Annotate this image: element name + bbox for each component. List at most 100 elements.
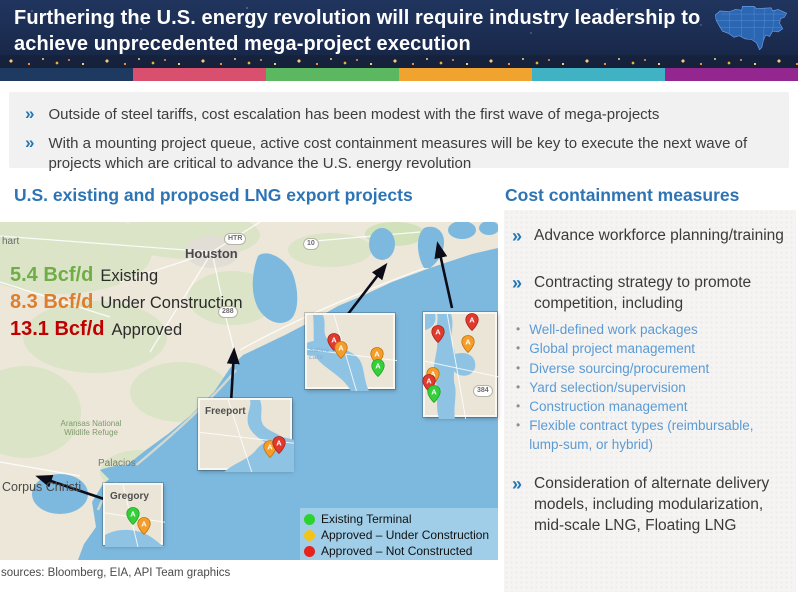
- stripe-segment-1: [133, 68, 266, 81]
- inset-city-label: Freeport: [205, 406, 246, 417]
- terminal-pin-orange: A: [461, 335, 475, 353]
- stat-row: 8.3 Bcf/d Under Construction: [10, 291, 243, 314]
- measure-sub-item: • Flexible contract types (reimbursable, …: [516, 416, 790, 454]
- map-roads: [0, 222, 431, 477]
- road-shield: 10: [303, 238, 319, 250]
- stat-value: 8.3 Bcf/d: [10, 291, 94, 313]
- measure-sub-text: Construction management: [529, 398, 688, 414]
- measure-sub-text: Diverse sourcing/procurement: [529, 360, 710, 376]
- key-point: » With a mounting project queue, active c…: [25, 132, 771, 174]
- slide-title: Furthering the U.S. energy revolution wi…: [14, 7, 701, 55]
- stripe-segment-0: [0, 68, 133, 81]
- city-lights-strip: [0, 55, 798, 68]
- chevron-bullet-icon: »: [25, 104, 35, 123]
- svg-text:A: A: [469, 316, 475, 325]
- svg-text:A: A: [375, 362, 381, 371]
- legend-dot: [304, 513, 315, 525]
- measures-column: » Advance workforce planning/training » Con…: [504, 210, 796, 592]
- svg-text:A: A: [141, 520, 147, 529]
- legend-row: Approved – Under Construction: [304, 527, 494, 543]
- stat-value: 5.4 Bcf/d: [10, 264, 94, 286]
- dot-bullet-icon: •: [516, 341, 521, 356]
- inset-gregory: Gregory A A: [103, 483, 165, 547]
- callout-arrow: [343, 262, 388, 319]
- terminal-pin-red: A: [431, 325, 445, 343]
- svg-text:A: A: [267, 443, 273, 452]
- svg-text:A: A: [331, 336, 337, 345]
- legend-label: Approved – Under Construction: [321, 528, 490, 542]
- key-point-text: Outside of steel tariffs, cost escalatio…: [48, 106, 660, 123]
- map-section-heading: U.S. existing and proposed LNG export pr…: [14, 185, 413, 205]
- dot-bullet-icon: •: [516, 398, 521, 413]
- measures-list: » Advance workforce planning/training » Con…: [512, 226, 790, 537]
- measure-sub-list: • Well-defined work packages • Global proje…: [516, 320, 790, 454]
- inset-calcasieu: 384 A A A A A A: [422, 312, 499, 419]
- stripe-segment-5: [665, 68, 798, 81]
- us-map-icon: [715, 6, 788, 51]
- dot-bullet-icon: •: [516, 418, 521, 433]
- terminal-pin-green: A: [126, 507, 140, 525]
- measure-bullet: » Contracting strategy to promote competi…: [512, 273, 790, 315]
- measure-bullet: » Advance workforce planning/training: [512, 226, 790, 247]
- callout-arrow: [226, 347, 240, 404]
- terminal-pin-red: A: [272, 436, 286, 454]
- chevron-bullet-icon: »: [512, 474, 523, 495]
- measure-sub-item: • Well-defined work packages: [516, 320, 790, 339]
- key-points-box: » Outside of steel tariffs, cost escalati…: [9, 92, 789, 172]
- stat-label: Under Construction: [100, 294, 243, 312]
- measure-sub-item: • Yard selection/supervision: [516, 378, 790, 397]
- terminal-pin-green: A: [427, 385, 441, 403]
- measure-sub-text: Flexible contract types (reimbursable, l…: [529, 418, 754, 453]
- measure-sub-text: Well-defined work packages: [529, 322, 698, 338]
- map-legend: Existing Terminal Approved – Under Constr…: [300, 508, 498, 560]
- chevron-bullet-icon: »: [512, 272, 523, 293]
- measure-sub-item: • Global project management: [516, 339, 790, 358]
- terminal-pin-orange: A: [137, 517, 151, 535]
- header-banner: Furthering the U.S. energy revolution wi…: [0, 0, 798, 68]
- callout-arrow: [35, 475, 105, 501]
- dot-bullet-icon: •: [516, 322, 521, 337]
- svg-text:A: A: [276, 439, 282, 448]
- measure-sub-text: Global project management: [529, 341, 696, 357]
- terminal-pin-red: A: [465, 313, 479, 331]
- legend-label: Approved – Not Constructed: [321, 544, 473, 558]
- measure-text: Consideration of alternate delivery mode…: [534, 475, 770, 534]
- svg-text:A: A: [426, 377, 432, 386]
- svg-text:A: A: [431, 388, 437, 397]
- measures-section-heading: Cost containment measures: [505, 185, 740, 205]
- inset-sabine: Sabine Lake A A A A: [305, 313, 397, 391]
- stripe-segment-2: [266, 68, 399, 81]
- source-note: sources: Bloomberg, EIA, API Team graphi…: [1, 567, 231, 579]
- key-point: » Outside of steel tariffs, cost escalati…: [25, 104, 771, 125]
- svg-text:A: A: [430, 370, 436, 379]
- stripe-segment-4: [532, 68, 665, 81]
- road-shield: HTR: [224, 233, 247, 245]
- stat-label: Existing: [100, 267, 159, 285]
- dot-bullet-icon: •: [516, 360, 521, 375]
- capacity-stats: 5.4 Bcf/d Existing 8.3 Bcf/d Under Construc…: [10, 264, 243, 345]
- svg-text:A: A: [374, 350, 380, 359]
- inset-water-label: Sabine Lake: [309, 347, 330, 361]
- stat-row: 5.4 Bcf/d Existing: [10, 264, 243, 287]
- measure-text: Advance workforce planning/training: [534, 227, 784, 244]
- measure-sub-item: • Construction management: [516, 397, 790, 416]
- measure-sub-item: • Diverse sourcing/procurement: [516, 359, 790, 378]
- dot-bullet-icon: •: [516, 379, 521, 394]
- legend-dot: [304, 545, 315, 557]
- stat-value: 13.1 Bcf/d: [10, 318, 105, 340]
- svg-text:A: A: [465, 338, 471, 347]
- terminal-pin-orange: A: [334, 341, 348, 359]
- measure-bullet: » Consideration of alternate delivery mod…: [512, 474, 790, 536]
- legend-label: Existing Terminal: [321, 512, 412, 526]
- chevron-bullet-icon: »: [25, 132, 35, 152]
- stat-row: 13.1 Bcf/d Approved: [10, 318, 243, 341]
- measure-text: Contracting strategy to promote competit…: [534, 273, 752, 312]
- inset-freeport: Freeport A A: [198, 398, 294, 472]
- color-stripe: [0, 68, 798, 81]
- legend-row: Existing Terminal: [304, 511, 494, 527]
- stat-label: Approved: [111, 321, 183, 339]
- legend-row: Approved – Not Constructed: [304, 543, 494, 559]
- chevron-bullet-icon: »: [512, 226, 523, 246]
- inset-city-label: Gregory: [110, 491, 149, 502]
- spacer: [512, 253, 790, 273]
